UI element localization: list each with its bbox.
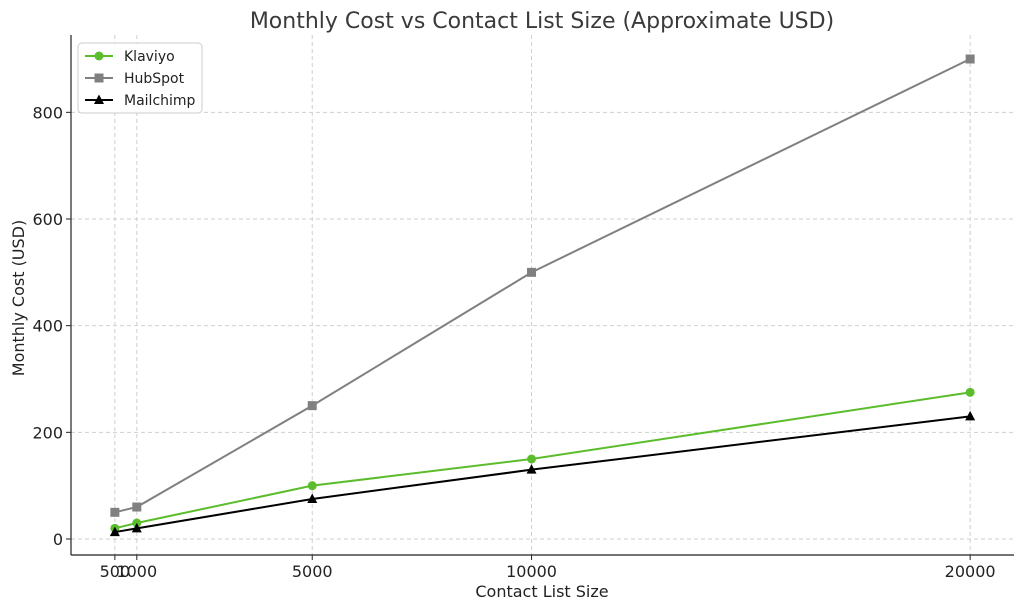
legend-label-hubspot: HubSpot: [124, 71, 185, 87]
x-tick-label: 20000: [945, 562, 996, 581]
legend-marker-mailchimp: [94, 94, 104, 104]
legend-entry-hubspot: HubSpot: [85, 71, 185, 87]
y-tick-label: 200: [32, 423, 63, 442]
data-point-mailchimp: [965, 410, 976, 421]
grid: [71, 35, 1014, 555]
y-tick-label: 800: [32, 103, 63, 122]
series-line-hubspot: [114, 58, 971, 514]
data-point-hubspot: [965, 54, 975, 64]
y-tick-label: 600: [32, 210, 63, 229]
data-point-mailchimp: [109, 526, 120, 537]
data-point-klaviyo: [527, 454, 537, 464]
series-hubspot: [110, 54, 975, 517]
data-point-mailchimp: [131, 522, 142, 533]
axes: [70, 35, 1014, 556]
series-line-klaviyo: [114, 391, 971, 530]
legend: Klaviyo HubSpot Mailchimp: [77, 42, 203, 114]
data-point-mailchimp: [526, 464, 537, 474]
data-point-hubspot: [110, 507, 120, 517]
data-point-hubspot: [307, 401, 317, 411]
legend-marker-klaviyo: [94, 51, 104, 61]
chart-title: Monthly Cost vs Contact List Size (Appro…: [250, 9, 834, 34]
data-point-klaviyo: [307, 481, 317, 491]
legend-entry-klaviyo: Klaviyo: [85, 49, 175, 65]
legend-entry-mailchimp: Mailchimp: [85, 93, 196, 109]
series-mailchimp: [109, 410, 976, 537]
x-tick-label: 1000: [116, 562, 157, 581]
x-tick-label: 5000: [292, 562, 333, 581]
data-point-hubspot: [132, 502, 142, 512]
y-axis-label: Monthly Cost (USD): [9, 220, 28, 376]
data-point-hubspot: [527, 267, 537, 277]
series-lines: [109, 54, 976, 537]
y-tick-label: 400: [32, 317, 63, 336]
legend-label-klaviyo: Klaviyo: [124, 49, 175, 65]
data-point-mailchimp: [307, 493, 318, 503]
x-axis-label: Contact List Size: [475, 582, 608, 601]
legend-box: [77, 42, 203, 114]
x-tick-label: 10000: [506, 562, 557, 581]
legend-label-mailchimp: Mailchimp: [124, 93, 196, 109]
y-tick-label: 0: [53, 530, 63, 549]
data-point-klaviyo: [965, 387, 975, 397]
legend-marker-hubspot: [94, 73, 104, 83]
series-line-mailchimp: [114, 415, 971, 534]
x-tick-label: 500: [100, 562, 131, 581]
